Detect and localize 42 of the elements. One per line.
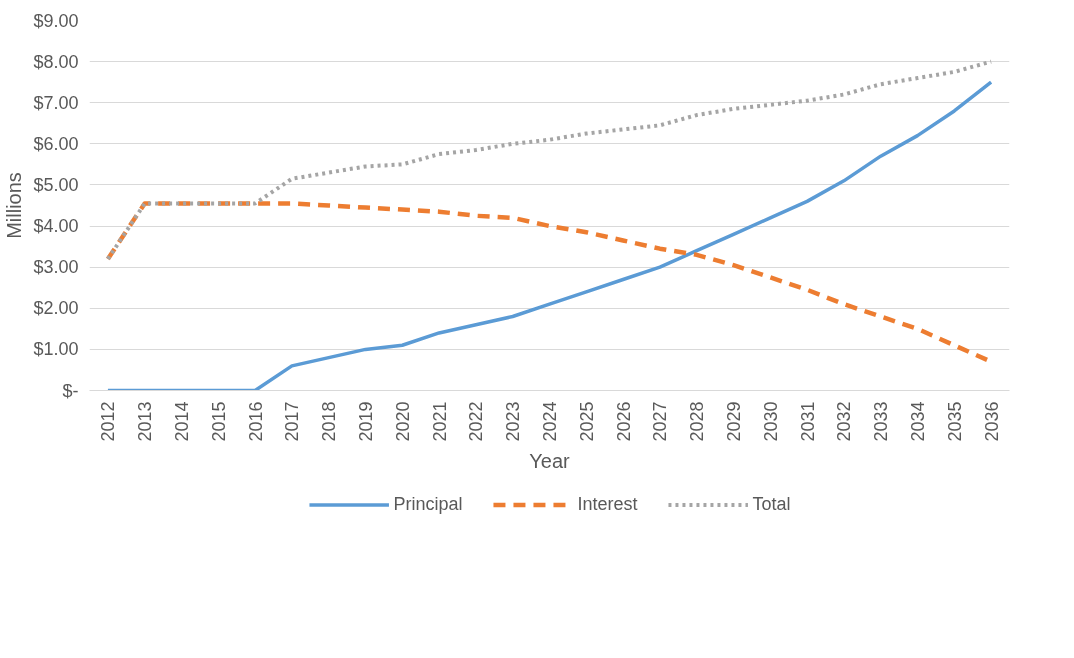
y-tick-label: $8.00 <box>33 51 79 72</box>
x-tick-label: 2035 <box>944 401 965 442</box>
y-tick-label: $5.00 <box>33 174 79 195</box>
x-tick-label: 2026 <box>613 401 634 442</box>
x-tick-label: 2015 <box>208 401 229 442</box>
y-tick-label: $- <box>62 380 79 401</box>
y-tick-label: $1.00 <box>33 339 79 360</box>
x-tick-label: 2034 <box>908 401 928 442</box>
x-tick-label: 2021 <box>429 401 450 442</box>
x-tick-label: 2013 <box>135 401 156 442</box>
x-tick-label: 2031 <box>797 401 818 442</box>
x-tick-label: 2030 <box>760 401 781 442</box>
line-series <box>106 80 993 391</box>
y-tick-label: $9.00 <box>33 10 79 31</box>
x-tick-label: 2024 <box>540 401 560 442</box>
x-tick-label: 2028 <box>687 401 708 442</box>
x-tick-label: 2018 <box>319 401 340 442</box>
x-tick-label: 2012 <box>98 401 119 442</box>
y-axis-title: Millions <box>3 172 26 239</box>
legend-label: Interest <box>577 493 638 515</box>
x-tick-label: 2019 <box>356 401 376 442</box>
line-series <box>105 59 994 261</box>
x-tick-label: 2014 <box>172 401 192 442</box>
x-tick-label: 2016 <box>245 401 266 442</box>
legend-label: Principal <box>393 493 463 515</box>
y-tick-label: $3.00 <box>33 257 79 278</box>
x-tick-label: 2023 <box>503 401 524 442</box>
x-axis-title: Year <box>529 449 571 472</box>
legend-label: Total <box>752 493 791 515</box>
y-tick-label: $7.00 <box>33 92 79 113</box>
x-tick-label: 2025 <box>576 401 597 442</box>
x-tick-label: 2033 <box>871 401 892 442</box>
y-tick-label: $6.00 <box>33 133 79 154</box>
y-tick-label: $4.00 <box>33 216 79 237</box>
x-tick-label: 2029 <box>724 401 744 442</box>
x-tick-label: 2017 <box>282 401 303 442</box>
x-tick-label: 2036 <box>981 401 1002 442</box>
x-tick-label: 2027 <box>650 401 671 442</box>
x-tick-label: 2022 <box>466 401 487 442</box>
y-tick-label: $2.00 <box>33 298 79 319</box>
x-tick-label: 2032 <box>834 401 855 442</box>
x-tick-label: 2020 <box>392 401 413 442</box>
